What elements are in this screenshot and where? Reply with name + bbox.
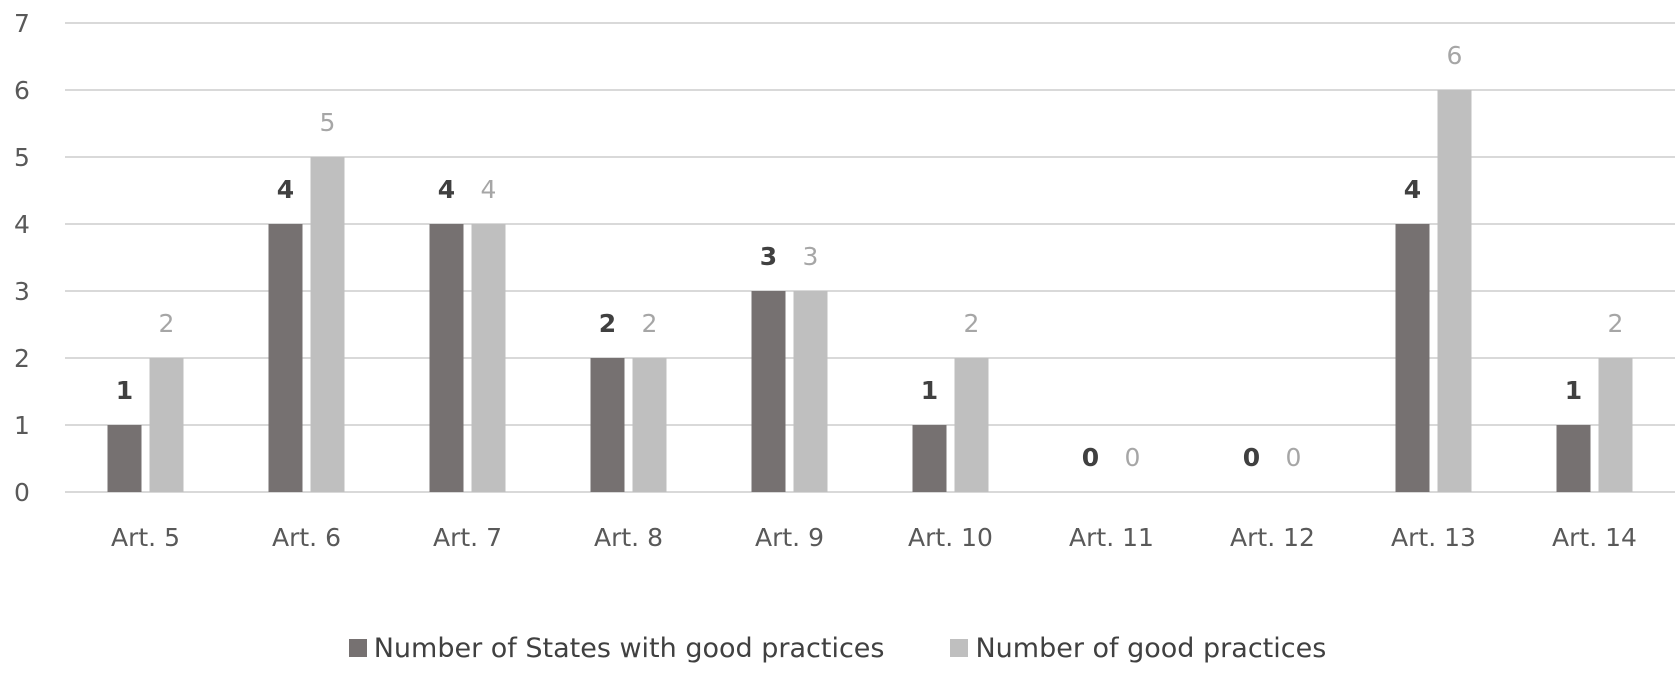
legend-swatch-states [348,639,367,657]
data-label-series-2: 0 [1286,443,1302,472]
x-tick-label: Art. 8 [594,523,663,552]
y-tick-label: 5 [14,143,30,172]
x-tick-label: Art. 11 [1069,523,1154,552]
bar-series-2 [149,358,184,492]
bar-series-2 [793,291,828,492]
legend: Number of States with good practices Num… [0,628,1675,668]
bar-series-1 [590,358,625,492]
data-label-series-1: 0 [1082,443,1099,472]
x-tick-label: Art. 14 [1552,523,1637,552]
data-label-series-1: 1 [116,376,133,405]
data-label-series-1: 4 [277,175,294,204]
bar-series-2 [1598,358,1633,492]
x-tick-label: Art. 12 [1230,523,1315,552]
legend-label-practices: Number of good practices [975,632,1327,664]
data-label-series-2: 2 [159,309,175,338]
bar-series-1 [1556,425,1591,492]
bar-series-1 [268,224,303,492]
data-label-series-1: 4 [1404,175,1421,204]
bar-series-1 [912,425,947,492]
data-label-series-1: 2 [599,309,616,338]
bar-series-1 [751,291,786,492]
data-label-series-2: 4 [481,175,497,204]
y-tick-label: 3 [14,277,30,306]
data-label-series-2: 3 [803,242,819,271]
x-tick-label: Art. 10 [908,523,993,552]
bar-series-2 [632,358,667,492]
bar-series-1 [429,224,464,492]
x-tick-label: Art. 5 [111,523,180,552]
y-tick-label: 7 [14,9,30,38]
legend-item-practices: Number of good practices [950,633,1326,664]
bars [107,90,1633,492]
data-label-series-2: 0 [1125,443,1141,472]
data-label-series-1: 0 [1243,443,1260,472]
data-label-series-2: 6 [1447,41,1463,70]
legend-label-states: Number of States with good practices [373,632,885,664]
data-label-series-2: 2 [642,309,658,338]
bar-series-2 [471,224,506,492]
x-axis-ticks: Art. 5 Art. 6 Art. 7 Art. 8 Art. 9 Art. 10 Art… [111,523,1637,552]
legend-swatch-practices [950,639,969,657]
x-tick-label: Art. 6 [272,523,341,552]
y-tick-label: 2 [14,344,30,373]
bar-series-2 [310,157,345,492]
gridlines [65,22,1675,493]
x-tick-label: Art. 9 [755,523,824,552]
y-tick-label: 4 [14,210,30,239]
data-label-series-1: 4 [438,175,455,204]
data-label-series-1: 1 [1565,376,1582,405]
data-label-series-2: 2 [964,309,980,338]
data-label-series-2: 2 [1608,309,1624,338]
bar-series-2 [1437,90,1472,492]
bar-series-1 [107,425,142,492]
x-tick-label: Art. 13 [1391,523,1476,552]
x-tick-label: Art. 7 [433,523,502,552]
y-tick-label: 0 [14,478,30,507]
data-label-series-1: 1 [921,376,938,405]
data-label-series-1: 3 [760,242,777,271]
y-tick-label: 1 [14,411,30,440]
legend-item-states: Number of States with good practices [348,632,885,664]
bar-series-1 [1395,224,1430,492]
bar-series-2 [954,358,989,492]
data-label-series-2: 5 [320,108,336,137]
y-tick-label: 6 [14,76,30,105]
y-axis-ticks: 0 1 2 3 4 5 6 7 [14,9,30,507]
